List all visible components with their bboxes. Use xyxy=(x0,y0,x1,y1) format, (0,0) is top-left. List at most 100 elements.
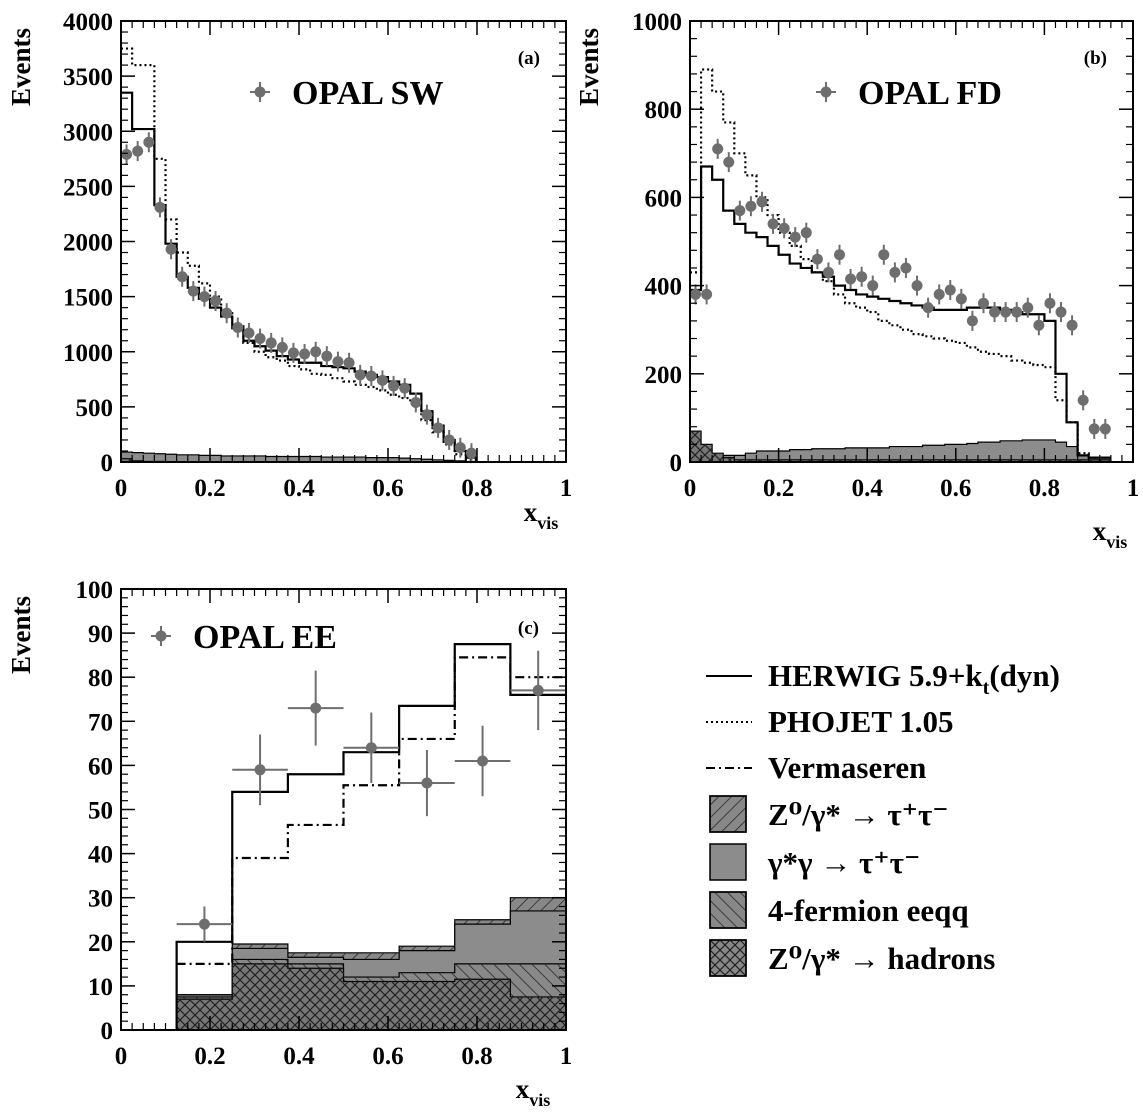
data-point xyxy=(287,670,344,746)
data-marker xyxy=(254,333,266,345)
data-marker xyxy=(1033,319,1045,331)
data-point xyxy=(756,191,768,212)
data-point xyxy=(1066,315,1078,336)
y-tick-label: 500 xyxy=(76,395,114,422)
data-marker xyxy=(276,341,288,353)
data-point xyxy=(165,239,177,260)
data-marker xyxy=(1000,306,1012,318)
data-marker xyxy=(532,684,544,696)
data-marker xyxy=(889,266,901,278)
data-marker xyxy=(1066,319,1078,331)
data-marker xyxy=(911,280,923,292)
data-point xyxy=(690,284,702,305)
data-point xyxy=(454,725,511,797)
y-tick-label: 50 xyxy=(88,798,113,825)
data-marker xyxy=(243,327,255,339)
y-tick-label: 800 xyxy=(645,97,683,124)
panel-label: (b) xyxy=(1084,48,1107,69)
data-point xyxy=(734,200,746,221)
data-point xyxy=(1055,302,1067,323)
data-marker xyxy=(443,434,455,446)
data-point xyxy=(121,144,133,165)
data-marker xyxy=(878,249,890,261)
data-point xyxy=(154,197,166,218)
data-marker xyxy=(690,288,702,300)
data-point xyxy=(712,138,724,159)
data-point xyxy=(745,196,757,217)
data-point xyxy=(421,404,433,425)
data-point xyxy=(800,222,812,243)
data-point xyxy=(276,337,288,358)
data-point xyxy=(221,303,233,324)
data-point xyxy=(1011,302,1023,323)
data-point xyxy=(834,244,846,265)
data-marker xyxy=(922,302,934,314)
data-marker xyxy=(834,249,846,261)
data-point xyxy=(198,286,210,307)
x-axis-label: xvis xyxy=(1093,516,1128,552)
data-point xyxy=(900,257,912,278)
data-marker xyxy=(310,346,322,358)
data-marker xyxy=(254,764,266,776)
legend-swatch-ztautau xyxy=(709,795,747,833)
data-point xyxy=(287,342,299,363)
data-point xyxy=(388,375,400,396)
data-point xyxy=(1099,418,1111,439)
data-point xyxy=(933,284,945,305)
data-marker xyxy=(1055,306,1067,318)
data-point xyxy=(767,213,779,234)
panel-label: (a) xyxy=(518,48,540,69)
data-point xyxy=(210,291,222,312)
data-marker xyxy=(388,380,400,392)
data-point xyxy=(1077,390,1089,411)
legend-marker-dot xyxy=(155,630,167,642)
data-point xyxy=(867,275,879,296)
data-point xyxy=(510,650,566,731)
data-marker xyxy=(845,273,857,285)
x-tick-label: 0.8 xyxy=(461,475,492,502)
data-point xyxy=(243,323,255,344)
data-marker xyxy=(966,315,978,327)
legend-title: OPAL SW xyxy=(292,75,443,112)
legend-item-vermaseren: Vermaseren xyxy=(768,750,926,785)
data-marker xyxy=(121,148,133,160)
data-marker xyxy=(465,447,477,459)
y-axis-label: Events xyxy=(6,28,36,106)
data-marker xyxy=(989,306,1001,318)
data-marker xyxy=(365,370,377,382)
legend-swatch-gammagamma xyxy=(709,843,747,881)
y-tick-label: 20 xyxy=(88,930,113,957)
data-marker xyxy=(1077,394,1089,406)
data-marker xyxy=(977,297,989,309)
data-marker xyxy=(132,145,144,157)
legend: HERWIG 5.9+kt(dyn) PHOJET 1.05 Vermasere… xyxy=(706,658,1060,977)
x-tick-label: 0.8 xyxy=(1029,475,1060,502)
y-tick-label: 0 xyxy=(670,450,683,477)
data-point xyxy=(143,132,155,153)
data-marker xyxy=(198,291,210,303)
data-point xyxy=(132,141,144,162)
data-point xyxy=(889,262,901,283)
data-marker xyxy=(421,409,433,421)
legend-item-ztautau: Z⁰/γ* → τ⁺τ⁻ xyxy=(768,797,949,832)
data-point xyxy=(966,310,978,331)
y-tick-label: 2500 xyxy=(63,174,113,201)
data-marker xyxy=(944,284,956,296)
data-marker xyxy=(811,253,823,265)
legend-marker-dot xyxy=(820,86,832,98)
legend-title: OPAL EE xyxy=(193,619,337,656)
y-tick-label: 100 xyxy=(76,577,114,604)
data-marker xyxy=(399,382,411,394)
data-point xyxy=(176,266,188,287)
data-marker xyxy=(365,742,377,754)
data-point xyxy=(723,152,735,173)
data-marker xyxy=(778,222,790,234)
x-tick-label: 0.2 xyxy=(194,475,225,502)
y-tick-label: 30 xyxy=(88,886,113,913)
line-herwig-5-9-kt-dyn xyxy=(175,643,566,1030)
data-point xyxy=(701,284,713,305)
data-point xyxy=(1000,302,1012,323)
x-tick-label: 1 xyxy=(1127,475,1140,502)
data-marker xyxy=(1044,297,1056,309)
